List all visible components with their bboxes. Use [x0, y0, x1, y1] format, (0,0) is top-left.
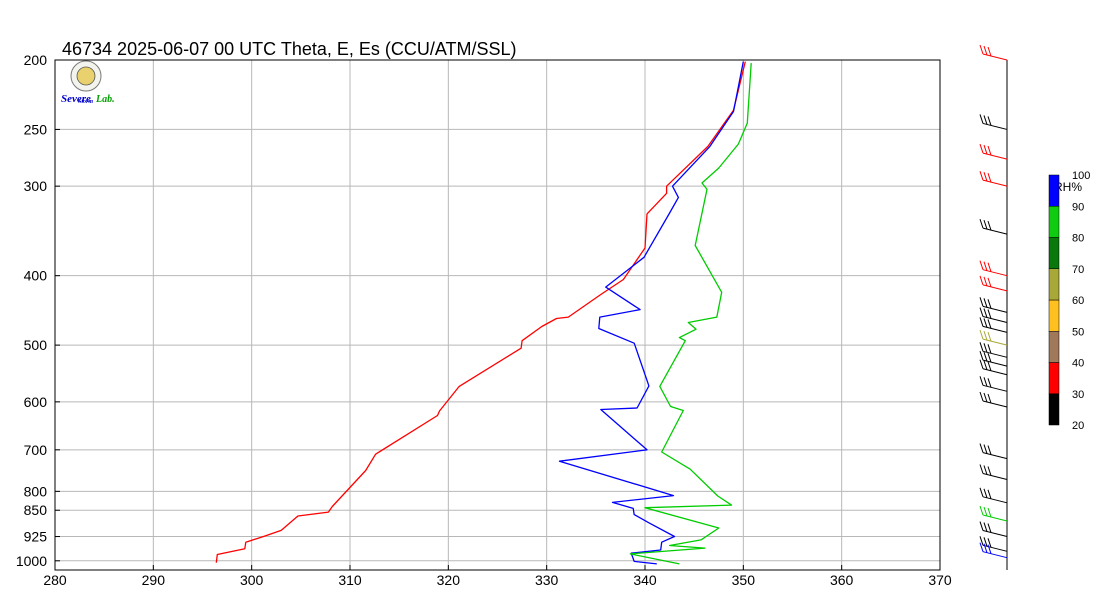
- wind-barb: [980, 360, 1007, 375]
- y-tick-label: 925: [24, 529, 48, 545]
- colorbar-segment: [1049, 175, 1059, 206]
- colorbar-segment: [1049, 206, 1059, 237]
- colorbar-tick-label: 70: [1072, 264, 1084, 276]
- y-axis-ticks: 200 250 300 400 500 600 700 800 850 925 1000: [16, 52, 60, 569]
- wind-barb: [980, 392, 1007, 407]
- colorbar-segment: [1049, 363, 1059, 394]
- y-tick-label: 400: [24, 268, 48, 284]
- seal-center-icon: [77, 67, 95, 85]
- lab-logo: Severe Storm Lab.: [61, 61, 115, 105]
- colorbar-tick-label: 50: [1072, 326, 1084, 338]
- y-tick-label: 600: [24, 394, 48, 410]
- x-tick-label: 340: [633, 572, 657, 588]
- series-line-0: [216, 62, 745, 563]
- colorbar-segment: [1049, 331, 1059, 362]
- y-tick-label: 300: [24, 178, 48, 194]
- wind-barb: [980, 171, 1007, 186]
- logo-text-storm: Storm: [78, 99, 93, 105]
- x-tick-label: 310: [338, 572, 362, 588]
- wind-barb: [980, 45, 1007, 60]
- y-tick-label: 850: [24, 502, 48, 518]
- x-tick-label: 320: [437, 572, 461, 588]
- wind-barb: [980, 522, 1007, 537]
- x-tick-label: 330: [535, 572, 559, 588]
- colorbar-tick-label: 90: [1072, 201, 1084, 213]
- wind-barb: [980, 144, 1007, 159]
- y-tick-label: 200: [24, 52, 48, 68]
- colorbar-tick-label: 80: [1072, 233, 1084, 245]
- logo-text-lab: Lab.: [95, 94, 115, 105]
- data-series: [216, 62, 751, 564]
- colorbar-tick-label: 100: [1072, 170, 1090, 182]
- x-tick-label: 350: [732, 572, 756, 588]
- colorbar-tick-label: 20: [1072, 420, 1084, 432]
- y-tick-label: 800: [24, 483, 48, 499]
- colorbar-segment: [1049, 269, 1059, 300]
- wind-barb: [980, 488, 1007, 503]
- colorbar-tick-label: 60: [1072, 295, 1084, 307]
- wind-barb: [980, 376, 1007, 391]
- wind-barb: [980, 506, 1007, 521]
- wind-barb: [980, 308, 1007, 323]
- wind-barb: [980, 330, 1007, 345]
- wind-barb: [980, 261, 1007, 276]
- wind-barb: [980, 464, 1007, 479]
- x-tick-label: 290: [142, 572, 166, 588]
- y-tick-label: 250: [24, 121, 48, 137]
- colorbar-segment: [1049, 238, 1059, 269]
- wind-barb: [980, 351, 1007, 366]
- plot-frame: [55, 60, 940, 570]
- series-line-1: [560, 62, 744, 564]
- x-tick-label: 280: [43, 572, 67, 588]
- x-tick-label: 370: [928, 572, 952, 588]
- colorbar-segment: [1049, 300, 1059, 331]
- wind-barb: [980, 276, 1007, 291]
- wind-barb-column: [980, 45, 1007, 570]
- y-tick-label: 500: [24, 337, 48, 353]
- x-tick-label: 300: [240, 572, 264, 588]
- colorbar-tick-label: 30: [1072, 389, 1084, 401]
- gridlines: [55, 60, 940, 570]
- wind-barb: [980, 114, 1007, 129]
- chart-title: 46734 2025-06-07 00 UTC Theta, E, Es (CC…: [62, 39, 517, 59]
- plot-area: 280 290 300 310 320 330 340 350 360 370 200 250 300…: [16, 52, 952, 588]
- wind-barb: [980, 219, 1007, 234]
- y-tick-label: 1000: [16, 553, 47, 569]
- series-line-2: [630, 63, 751, 564]
- x-axis-ticks: 280 290 300 310 320 330 340 350 360 370: [43, 565, 952, 588]
- y-tick-label: 700: [24, 442, 48, 458]
- x-tick-label: 360: [830, 572, 854, 588]
- colorbar-segment: [1049, 394, 1059, 425]
- wind-barb: [980, 444, 1007, 459]
- colorbar-tick-label: 40: [1072, 358, 1084, 370]
